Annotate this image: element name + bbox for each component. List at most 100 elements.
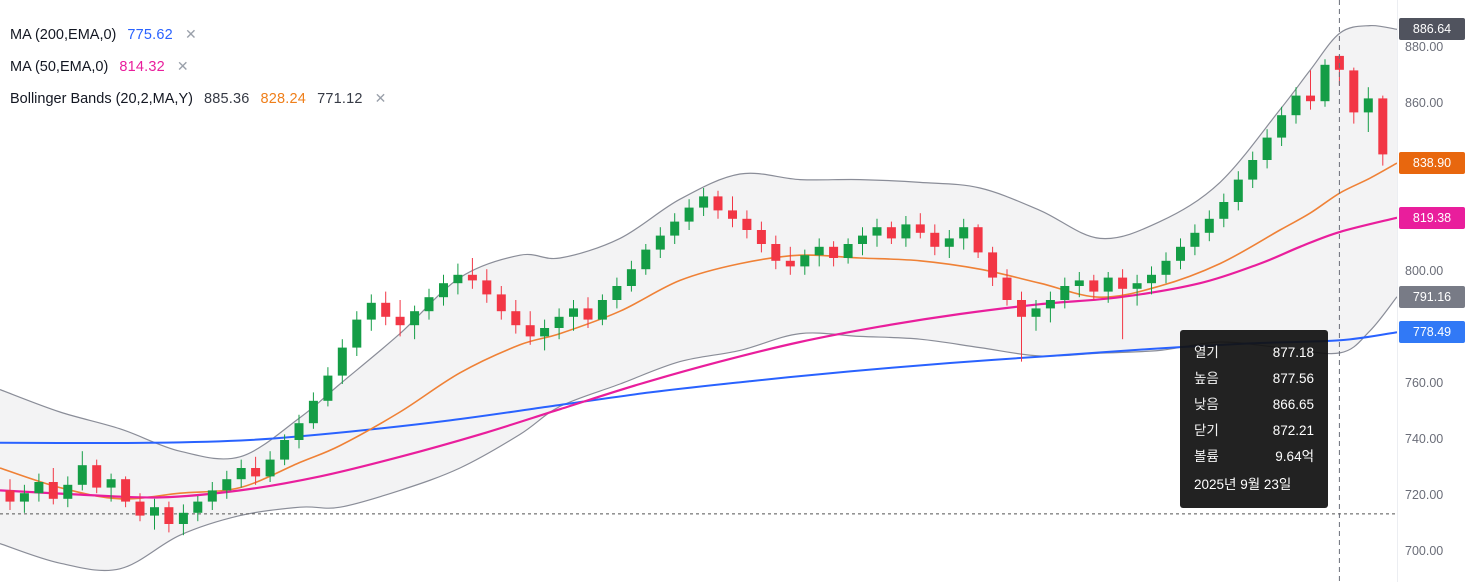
candle-body [1204,218,1214,233]
candle-body [597,300,607,320]
candle-body [858,235,867,244]
candle-body [106,479,116,488]
price-axis[interactable]: 880.00 860.00 800.00 760.00 740.00 720.00 700.… [1397,0,1465,582]
tooltip-high-row: 높음 877.56 [1194,366,1314,392]
ohlc-tooltip: 열기 877.18 높음 877.56 낮음 866.65 닫기 872.21 … [1180,330,1328,508]
candle-body [1233,179,1243,202]
candle-body [1219,202,1229,219]
candle-body [280,440,290,460]
legend-ma200-value: 775.62 [127,26,173,43]
candle-body [1045,300,1055,309]
candle-body [222,479,232,491]
tooltip-open-label: 열기 [1194,345,1219,360]
candle-body [641,249,651,270]
price-badge: 819.38 [1399,206,1465,229]
candle-body [178,512,188,524]
tooltip-volume-label: 볼륨 [1194,449,1219,464]
candle-body [236,468,246,480]
candle-body [135,501,145,516]
candle-body [728,210,737,219]
legend-ma50-value: 814.32 [119,58,165,75]
candle-body [150,507,159,516]
legend-ma200-close-icon[interactable]: ✕ [184,26,197,42]
tooltip-open-row: 열기 877.18 [1194,340,1314,366]
candle-body [525,325,535,337]
candle-body [352,319,362,348]
candle-body [1074,280,1084,286]
candle-body [785,260,795,267]
candle-body [554,316,564,328]
tooltip-high-value: 877.56 [1272,371,1314,386]
candles [5,54,1388,536]
candle-body [800,255,810,267]
candle-body [930,232,940,247]
candle-body [34,482,44,494]
indicator-legend: MA (200,EMA,0) 775.62 ✕ MA (50,EMA,0) 81… [10,26,386,107]
legend-ma50[interactable]: MA (50,EMA,0) 814.32 ✕ [10,58,386,75]
candle-body [1277,115,1287,138]
candle-body [583,308,593,320]
tooltip-low-row: 낮음 866.65 [1194,392,1314,418]
candle-body [48,482,58,499]
candle-body [1147,274,1156,284]
candle-body [19,493,29,502]
legend-bollinger[interactable]: Bollinger Bands (20,2,MA,Y) 885.36 828.2… [10,90,386,107]
candle-body [395,316,405,326]
candle-body [1334,55,1344,70]
candle-body [164,507,174,524]
candle-body [63,484,73,499]
tooltip-low-label: 낮음 [1194,397,1219,412]
candle-body [569,308,578,317]
candle-body [540,328,550,337]
candle-body [771,244,781,261]
candle-body [1190,232,1200,247]
tooltip-close-value: 872.21 [1272,423,1314,438]
tooltip-date: 2025년 9월 23일 [1194,477,1292,492]
candle-body [626,269,636,286]
price-tick-label: 700.00 [1405,544,1444,558]
legend-ma50-close-icon[interactable]: ✕ [176,58,189,74]
tooltip-close-row: 닫기 872.21 [1194,418,1314,444]
legend-ma200-title: MA (200,EMA,0) [10,26,117,43]
candle-body [655,235,665,250]
legend-ma200[interactable]: MA (200,EMA,0) 775.62 ✕ [10,26,386,43]
candle-body [829,246,839,258]
tooltip-high-label: 높음 [1194,371,1219,386]
candle-body [1176,246,1185,261]
candle-body [872,227,882,236]
candle-body [1002,277,1012,300]
candle-body [496,294,506,312]
candle-body [1363,98,1373,113]
bollinger-upper-line [0,24,1398,460]
candle-body [424,297,434,312]
candle-body [467,274,477,281]
candle-body [959,227,969,239]
tooltip-low-value: 866.65 [1272,397,1314,412]
legend-bollinger-basis-value: 828.24 [260,90,307,107]
candle-body [973,227,983,253]
candle-body [915,224,925,233]
candle-body [1118,277,1128,289]
candle-body [612,286,622,300]
candle-body [410,311,420,326]
candle-body [251,468,261,477]
bollinger-basis-line [0,162,1398,500]
candle-body [814,246,824,256]
candle-body [294,423,304,440]
price-tick-label: 860.00 [1405,96,1444,110]
candle-body [5,490,15,502]
candle-body [699,196,709,208]
candle-body [670,221,680,236]
candle-body [901,224,911,239]
candle-body [1060,286,1070,300]
price-badge: 838.90 [1399,152,1465,175]
candle-body [756,230,766,244]
candle-body [439,283,448,298]
legend-bollinger-close-icon[interactable]: ✕ [374,90,387,106]
candle-body [684,207,694,222]
legend-bollinger-lower-value: 771.12 [317,90,363,107]
candle-body [988,252,998,278]
price-badge: 791.16 [1399,285,1465,308]
